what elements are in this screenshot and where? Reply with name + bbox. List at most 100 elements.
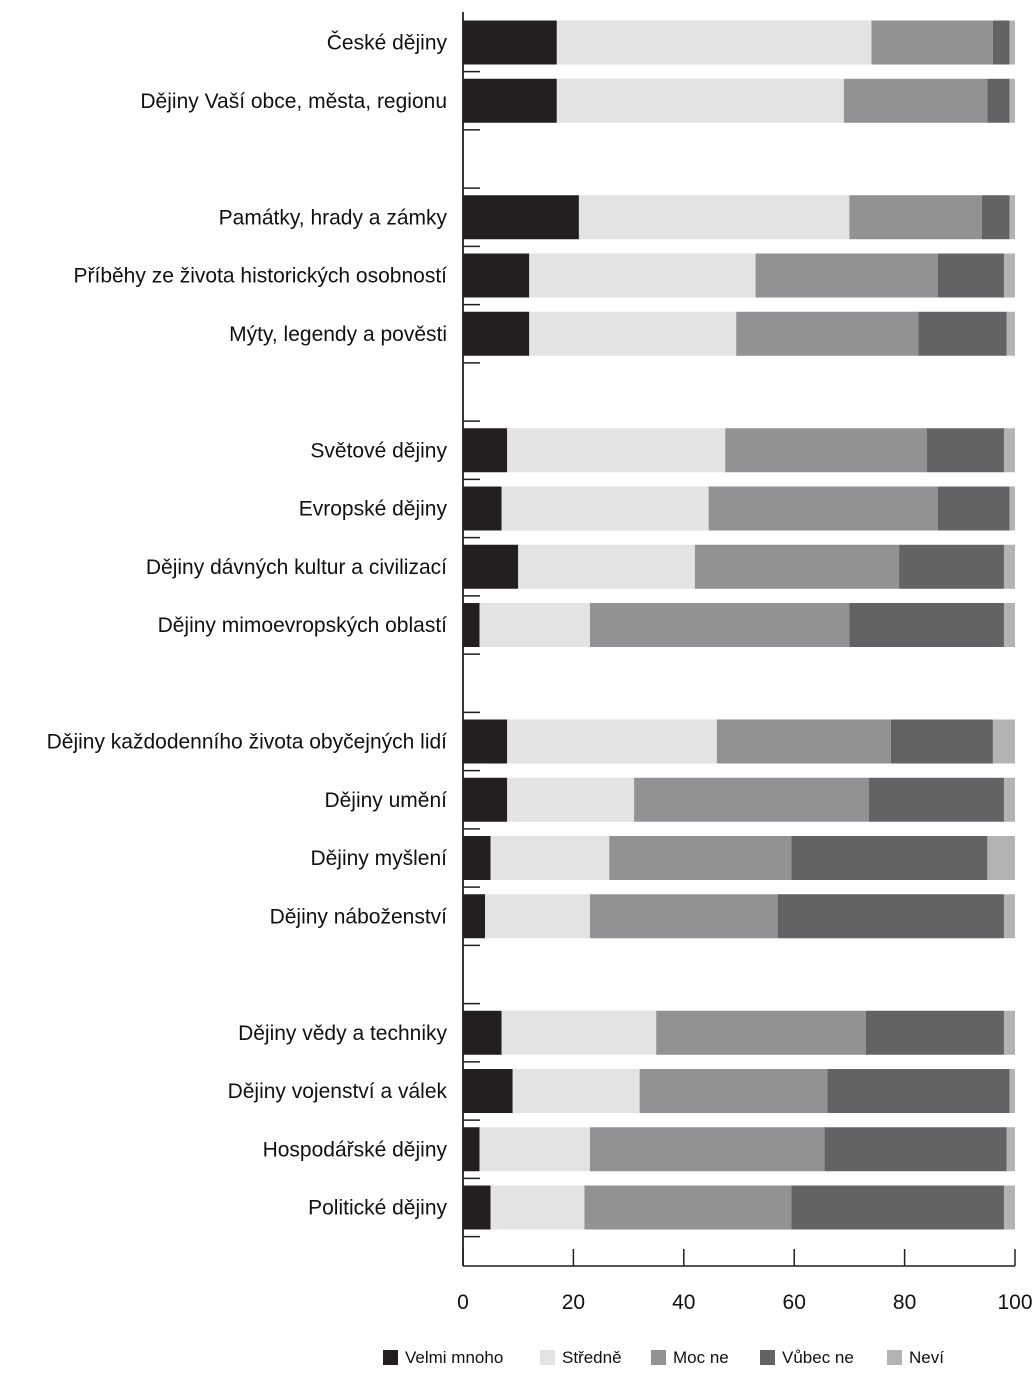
bar-segment bbox=[827, 1069, 1010, 1113]
bar-segment bbox=[463, 719, 508, 764]
bar-segment bbox=[918, 311, 1007, 356]
bar-segment bbox=[987, 78, 1010, 123]
bar-segment bbox=[1003, 894, 1015, 939]
x-tick-label: 0 bbox=[457, 1291, 469, 1314]
bar-segment bbox=[981, 195, 1010, 240]
bar-segment bbox=[609, 836, 792, 880]
bar-segment bbox=[1003, 1185, 1015, 1230]
legend-swatch bbox=[383, 1350, 398, 1365]
bar-segment bbox=[1009, 1069, 1015, 1113]
bar-segment bbox=[694, 544, 900, 589]
bar-segment bbox=[1003, 544, 1015, 589]
bar-segment bbox=[490, 836, 610, 880]
legend-label: Středně bbox=[562, 1348, 622, 1367]
bar-segment bbox=[463, 195, 579, 240]
bar-segment bbox=[463, 1010, 502, 1055]
bar-segment bbox=[463, 428, 508, 473]
bar-segment bbox=[992, 719, 1015, 764]
category-label: Hospodářské dějiny bbox=[263, 1138, 448, 1161]
legend-swatch bbox=[760, 1350, 775, 1365]
bar-segment bbox=[725, 428, 927, 473]
bar-segment bbox=[1003, 603, 1015, 647]
bar-segment bbox=[843, 78, 988, 123]
bar-segment bbox=[556, 20, 872, 65]
bar-segment bbox=[512, 1069, 640, 1113]
bar-segment bbox=[1009, 486, 1015, 531]
bar-segment bbox=[479, 1127, 590, 1172]
bar-segment bbox=[463, 1185, 491, 1230]
bar-segment bbox=[490, 1185, 585, 1230]
bar-segment bbox=[992, 20, 1010, 65]
bar-segment bbox=[463, 836, 491, 880]
bar-segment bbox=[556, 78, 844, 123]
bar-segment bbox=[987, 836, 1015, 880]
bars-layer bbox=[463, 20, 1015, 1230]
bar-segment bbox=[463, 777, 508, 822]
bar-segment bbox=[589, 894, 778, 939]
x-tick-label: 40 bbox=[672, 1291, 695, 1314]
bar-segment bbox=[849, 603, 1004, 647]
category-label: Dějiny dávných kultur a civilizací bbox=[146, 556, 447, 579]
bar-segment bbox=[736, 311, 919, 356]
bar-segment bbox=[463, 20, 557, 65]
category-label: Dějiny myšlení bbox=[310, 847, 447, 870]
bar-segment bbox=[507, 777, 635, 822]
bar-segment bbox=[1003, 777, 1015, 822]
bar-segment bbox=[716, 719, 891, 764]
bar-segment bbox=[463, 1069, 513, 1113]
bar-segment bbox=[926, 428, 1004, 473]
category-label: Dějiny vědy a techniky bbox=[238, 1022, 447, 1045]
bar-segment bbox=[584, 1185, 792, 1230]
bar-segment bbox=[463, 894, 486, 939]
bar-segment bbox=[708, 486, 938, 531]
legend: Velmi mnoho Středně Moc ne Vůbec ne Neví bbox=[383, 1348, 944, 1367]
bar-segment bbox=[1003, 428, 1015, 473]
bar-segment bbox=[1009, 195, 1015, 240]
bar-segment bbox=[890, 719, 993, 764]
category-label: Dějiny Vaší obce, města, regionu bbox=[140, 90, 447, 113]
bar-segment bbox=[871, 20, 993, 65]
bar-segment bbox=[485, 894, 590, 939]
category-labels: České dějiny Dějiny Vaší obce, města, reg… bbox=[47, 32, 448, 1220]
bar-segment bbox=[1006, 311, 1015, 356]
legend-label: Vůbec ne bbox=[782, 1348, 854, 1367]
bar-segment bbox=[1003, 1010, 1015, 1055]
legend-label: Velmi mnoho bbox=[405, 1348, 503, 1367]
x-tick-label: 100 bbox=[997, 1291, 1032, 1314]
bar-segment bbox=[824, 1127, 1007, 1172]
bar-segment bbox=[463, 603, 480, 647]
bar-segment bbox=[507, 719, 717, 764]
category-label: Dějiny umění bbox=[324, 789, 447, 812]
bar-segment bbox=[463, 1127, 480, 1172]
bar-segment bbox=[463, 253, 530, 298]
bar-segment bbox=[937, 253, 1004, 298]
category-label: Evropské dějiny bbox=[299, 498, 448, 521]
bar-segment bbox=[865, 1010, 1004, 1055]
bar-segment bbox=[791, 1185, 1004, 1230]
category-label: Politické dějiny bbox=[308, 1197, 447, 1220]
category-label: České dějiny bbox=[327, 32, 448, 55]
category-label: Památky, hrady a zámky bbox=[219, 206, 448, 229]
bar-segment bbox=[529, 311, 737, 356]
bar-segment bbox=[791, 836, 988, 880]
x-tick-label: 80 bbox=[893, 1291, 916, 1314]
bar-segment bbox=[639, 1069, 828, 1113]
bar-segment bbox=[479, 603, 590, 647]
bar-segment bbox=[589, 1127, 825, 1172]
legend-swatch bbox=[887, 1350, 902, 1365]
category-label: Dějiny vojenství a válek bbox=[228, 1080, 448, 1103]
category-label: Dějiny mimoevropských oblastí bbox=[158, 614, 448, 637]
bar-segment bbox=[937, 486, 1010, 531]
bar-segment bbox=[578, 195, 850, 240]
bar-segment bbox=[849, 195, 982, 240]
category-label: Světové dějiny bbox=[310, 439, 447, 462]
bar-segment bbox=[501, 1010, 657, 1055]
bar-segment bbox=[463, 311, 530, 356]
bar-segment bbox=[656, 1010, 866, 1055]
bar-segment bbox=[755, 253, 938, 298]
bar-segment bbox=[463, 486, 502, 531]
x-tick-label: 60 bbox=[783, 1291, 806, 1314]
bar-segment bbox=[518, 544, 695, 589]
